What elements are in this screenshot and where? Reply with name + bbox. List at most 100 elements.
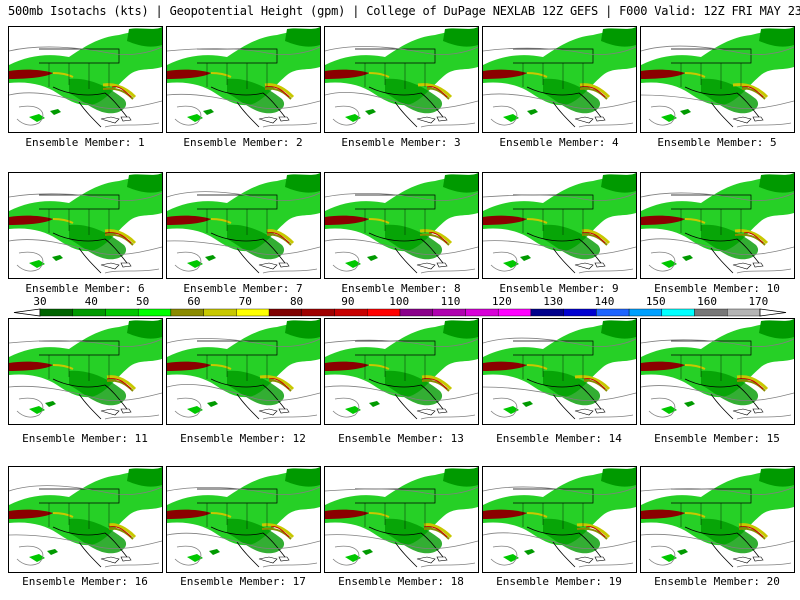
- ensemble-member-map: [324, 26, 479, 133]
- ensemble-member-map: [324, 172, 479, 279]
- colorbar-tick-label: 160: [697, 295, 717, 308]
- colorbar-swatch: [596, 308, 630, 317]
- ensemble-member-label: Ensemble Member: 8: [341, 282, 461, 295]
- colorbar-graphic: [13, 308, 787, 317]
- ensemble-member-label: Ensemble Member: 11: [22, 432, 148, 445]
- ensemble-member-label: Ensemble Member: 15: [654, 432, 780, 445]
- colorbar-swatch: [367, 308, 401, 317]
- isotach-height-map: [483, 467, 636, 568]
- colorbar-tick-label: 140: [594, 295, 615, 308]
- ensemble-member-map: [8, 26, 163, 133]
- ensemble-member-map: [482, 26, 637, 133]
- colorbar-tick-label: 60: [187, 295, 201, 308]
- isotach-height-map: [9, 27, 162, 128]
- isotach-height-map: [325, 173, 478, 274]
- colorbar-left-arrow: [13, 308, 41, 317]
- colorbar-swatch: [137, 308, 172, 317]
- ensemble-member-label: Ensemble Member: 9: [499, 282, 619, 295]
- ensemble-member-map: [8, 172, 163, 279]
- colorbar-swatch: [72, 308, 106, 317]
- ensemble-member-label: Ensemble Member: 19: [496, 575, 622, 588]
- ensemble-member-map: [482, 466, 637, 573]
- ensemble-member-map: [324, 318, 479, 425]
- colorbar-tick-label: 100: [389, 295, 410, 308]
- ensemble-member-label: Ensemble Member: 12: [180, 432, 306, 445]
- ensemble-member-label: Ensemble Member: 20: [654, 575, 780, 588]
- ensemble-member-map: [482, 318, 637, 425]
- ensemble-member-map: [166, 318, 321, 425]
- ensemble-member-map: [8, 318, 163, 425]
- colorbar-swatch: [170, 308, 204, 317]
- colorbar-tick-label: 130: [543, 295, 564, 308]
- ensemble-member-map: [640, 26, 795, 133]
- ensemble-member-label: Ensemble Member: 7: [183, 282, 303, 295]
- colorbar-swatch: [628, 308, 663, 317]
- colorbar-swatch: [236, 308, 270, 317]
- isotach-height-map: [325, 319, 478, 420]
- ensemble-member-label: Ensemble Member: 4: [499, 136, 619, 149]
- isotach-height-map: [483, 27, 636, 128]
- colorbar-tick-label: 170: [748, 295, 769, 308]
- ensemble-member-map: [482, 172, 637, 279]
- colorbar-swatch: [563, 308, 597, 317]
- isotach-height-map: [9, 319, 162, 420]
- ensemble-member-label: Ensemble Member: 13: [338, 432, 464, 445]
- ensemble-member-label: Ensemble Member: 16: [22, 575, 148, 588]
- ensemble-member-map: [166, 26, 321, 133]
- colorbar-swatch: [268, 308, 303, 317]
- colorbar-swatch: [530, 308, 564, 317]
- isotach-height-map: [9, 467, 162, 568]
- isotach-height-map: [641, 319, 794, 420]
- colorbar-swatch: [105, 308, 139, 317]
- ensemble-member-label: Ensemble Member: 18: [338, 575, 464, 588]
- ensemble-member-label: Ensemble Member: 10: [654, 282, 780, 295]
- isotach-height-map: [325, 467, 478, 568]
- isotach-height-map: [641, 467, 794, 568]
- colorbar-swatch: [497, 308, 532, 317]
- colorbar-swatch: [432, 308, 466, 317]
- colorbar-tick-label: 40: [84, 295, 98, 308]
- colorbar-swatch: [465, 308, 499, 317]
- page-title: 500mb Isotachs (kts) | Geopotential Heig…: [8, 4, 800, 18]
- isotach-height-map: [483, 173, 636, 274]
- colorbar-tick-label: 30: [33, 295, 47, 308]
- colorbar-tick-label: 70: [238, 295, 252, 308]
- ensemble-member-label: Ensemble Member: 5: [657, 136, 777, 149]
- colorbar-swatch: [399, 308, 433, 317]
- colorbar-swatch: [203, 308, 237, 317]
- ensemble-member-label: Ensemble Member: 17: [180, 575, 306, 588]
- colorbar-tick-label: 110: [440, 295, 461, 308]
- ensemble-member-label: Ensemble Member: 1: [25, 136, 145, 149]
- isotach-height-map: [9, 173, 162, 274]
- ensemble-member-map: [640, 318, 795, 425]
- ensemble-member-map: [640, 466, 795, 573]
- isotach-height-map: [641, 173, 794, 274]
- ensemble-member-label: Ensemble Member: 3: [341, 136, 461, 149]
- isotach-height-map: [325, 27, 478, 128]
- ensemble-member-map: [8, 466, 163, 573]
- ensemble-member-label: Ensemble Member: 6: [25, 282, 145, 295]
- colorbar-tick-label: 120: [491, 295, 512, 308]
- colorbar-tick-label: 50: [136, 295, 150, 308]
- isotach-height-map: [167, 319, 320, 420]
- colorbar-swatch: [301, 308, 335, 317]
- colorbar-tick-label: 150: [645, 295, 666, 308]
- colorbar-tick-label: 90: [341, 295, 355, 308]
- colorbar-tick-label: 80: [289, 295, 304, 308]
- colorbar-swatch: [727, 308, 761, 317]
- colorbar: 30 40 50 60 70 80 90 100 110 120 130 140 150 160 170: [0, 295, 800, 319]
- colorbar-right-arrow: [759, 308, 787, 317]
- colorbar-swatch: [694, 308, 728, 317]
- colorbar-swatch: [661, 308, 695, 317]
- ensemble-member-map: [166, 172, 321, 279]
- ensemble-member-map: [640, 172, 795, 279]
- isotach-height-map: [167, 27, 320, 128]
- isotach-height-map: [167, 173, 320, 274]
- isotach-height-map: [641, 27, 794, 128]
- ensemble-member-map: [324, 466, 479, 573]
- ensemble-member-label: Ensemble Member: 14: [496, 432, 622, 445]
- colorbar-swatch: [39, 308, 73, 317]
- colorbar-swatch: [334, 308, 368, 317]
- isotach-height-map: [167, 467, 320, 568]
- isotach-height-map: [483, 319, 636, 420]
